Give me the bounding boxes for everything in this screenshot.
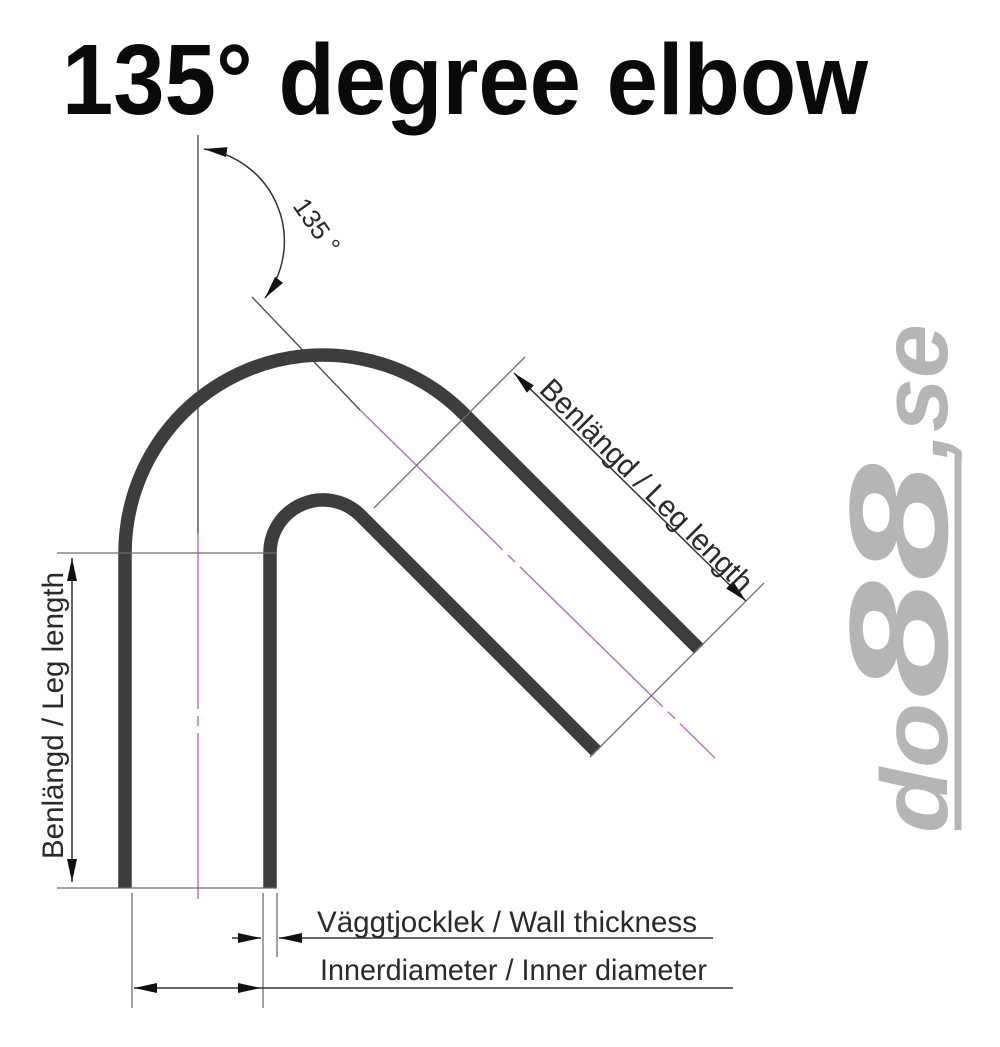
page-title: 135° degree elbow	[62, 24, 868, 136]
angle-arc	[203, 147, 286, 299]
leg-length-vertical-label: Benlängd / Leg length	[37, 572, 70, 859]
pipe-outer-wall	[118, 348, 704, 888]
diagonal-tangent-extension-line	[373, 356, 526, 509]
leg-length-diagonal-label: Benlängd / Leg length	[533, 373, 759, 599]
inner-diameter-label: Innerdiameter / Inner diameter	[320, 954, 707, 987]
diagonal-leg-dimension-line	[513, 372, 747, 602]
diagonal-end-extension-line	[589, 582, 765, 758]
watermark-88: 88	[820, 463, 977, 698]
dimension-lines	[67, 147, 747, 993]
watermark-logo: do 88 ,se	[820, 324, 977, 833]
elbow-pipe	[118, 348, 704, 888]
pipe-inner-wall	[263, 493, 602, 888]
watermark-se: ,se	[862, 324, 968, 460]
extension-lines	[57, 356, 765, 1008]
angle-value-label: 135 °	[287, 192, 347, 259]
watermark-do: do	[862, 703, 968, 833]
wall-thickness-label: Väggtjocklek / Wall thickness	[317, 906, 697, 939]
diagonal-leg-centerline	[359, 409, 716, 759]
watermark-text: do 88 ,se	[820, 324, 977, 833]
